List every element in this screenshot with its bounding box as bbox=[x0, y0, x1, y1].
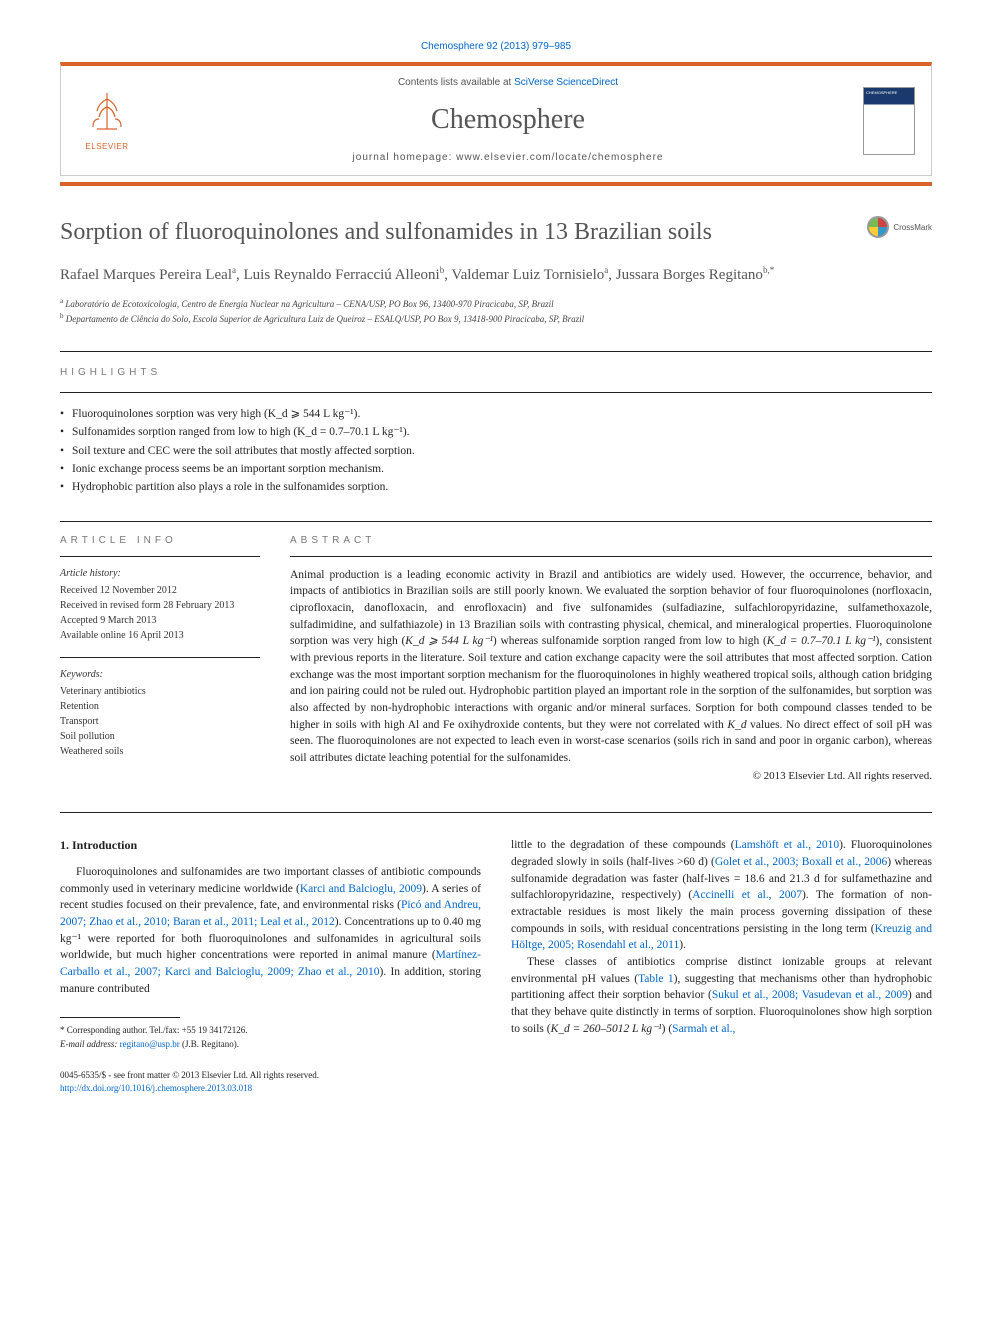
history-heading: Article history: bbox=[60, 567, 260, 581]
body-paragraph: little to the degradation of these compo… bbox=[511, 837, 932, 954]
highlight-item: Sulfonamides sorption ranged from low to… bbox=[60, 423, 932, 441]
kd-value: K_d bbox=[727, 719, 746, 731]
abstract-copyright: © 2013 Elsevier Ltd. All rights reserved… bbox=[290, 769, 932, 784]
email-link[interactable]: regitano@usp.br bbox=[120, 1039, 180, 1049]
citation-header: Chemosphere 92 (2013) 979–985 bbox=[60, 40, 932, 54]
keyword: Weathered soils bbox=[60, 744, 260, 759]
crossmark-label: CrossMark bbox=[893, 222, 932, 233]
homepage-url[interactable]: www.elsevier.com/locate/chemosphere bbox=[456, 152, 663, 163]
crossmark-badge[interactable]: CrossMark bbox=[867, 216, 932, 238]
body-span: ). bbox=[679, 939, 686, 951]
citation-link[interactable]: Sukul et al., 2008; Vasudevan et al., 20… bbox=[712, 989, 908, 1001]
body-span: ) ( bbox=[662, 1023, 673, 1035]
citation-link[interactable]: Karci and Balcioglu, 2009 bbox=[300, 883, 422, 895]
publisher-logo: ELSEVIER bbox=[77, 89, 137, 151]
citation-link[interactable]: Lamshöft et al., 2010 bbox=[735, 839, 840, 851]
contents-text: Contents lists available at bbox=[398, 77, 514, 88]
intro-heading: 1. Introduction bbox=[60, 837, 481, 854]
publisher-name: ELSEVIER bbox=[77, 141, 137, 152]
author-sup-corresponding: b,* bbox=[763, 265, 774, 275]
homepage-label: journal homepage: bbox=[353, 152, 457, 163]
page-footer: 0045-6535/$ - see front matter © 2013 El… bbox=[60, 1069, 932, 1094]
highlight-item: Fluoroquinolones sorption was very high … bbox=[60, 405, 932, 423]
body-span: little to the degradation of these compo… bbox=[511, 839, 735, 851]
rule bbox=[60, 392, 932, 393]
journal-cover-thumb: CHEMOSPHERE bbox=[863, 87, 915, 155]
sciencedirect-link[interactable]: SciVerse ScienceDirect bbox=[514, 77, 618, 88]
body-paragraph: These classes of antibiotics comprise di… bbox=[511, 954, 932, 1037]
body-columns: 1. Introduction Fluoroquinolones and sul… bbox=[60, 837, 932, 1051]
crossmark-icon bbox=[867, 216, 889, 238]
keyword: Retention bbox=[60, 699, 260, 714]
elsevier-tree-icon bbox=[85, 89, 129, 133]
email-line: E-mail address: regitano@usp.br (J.B. Re… bbox=[60, 1038, 481, 1052]
affiliations: a Laboratório de Ecotoxicologia, Centro … bbox=[60, 296, 932, 327]
highlights-block: Fluoroquinolones sorption was very high … bbox=[60, 405, 932, 497]
history-item: Received 12 November 2012 bbox=[60, 583, 260, 598]
rule bbox=[60, 521, 932, 522]
author-3: , Valdemar Luiz Tornisielo bbox=[444, 267, 604, 283]
footnote-rule bbox=[60, 1017, 180, 1018]
homepage-line: journal homepage: www.elsevier.com/locat… bbox=[153, 151, 863, 165]
rule bbox=[290, 556, 932, 557]
journal-header-box: ELSEVIER Contents lists available at Sci… bbox=[60, 62, 932, 176]
keywords-heading: Keywords: bbox=[60, 668, 260, 682]
rule bbox=[60, 556, 260, 557]
article-info-label: ARTICLE INFO bbox=[60, 534, 260, 548]
highlight-item: Hydrophobic partition also plays a role … bbox=[60, 478, 932, 496]
abstract-span: ) whereas sulfonamide sorption ranged fr… bbox=[493, 635, 767, 647]
author-4: , Jussara Borges Regitano bbox=[608, 267, 763, 283]
keyword: Transport bbox=[60, 714, 260, 729]
journal-name: Chemosphere bbox=[153, 100, 863, 139]
article-title: Sorption of fluoroquinolones and sulfona… bbox=[60, 216, 867, 250]
highlight-item: Soil texture and CEC were the soil attri… bbox=[60, 442, 932, 460]
intro-paragraph: Fluoroquinolones and sulfonamides are tw… bbox=[60, 864, 481, 997]
kd-value: K_d = 260–5012 L kg⁻¹ bbox=[551, 1023, 662, 1035]
aff-label: a bbox=[60, 297, 63, 305]
header-accent-bar bbox=[60, 182, 932, 186]
rule bbox=[60, 657, 260, 658]
keyword: Soil pollution bbox=[60, 729, 260, 744]
section-divider bbox=[60, 812, 932, 813]
corresponding-author-note: * Corresponding author. Tel./fax: +55 19… bbox=[60, 1024, 481, 1038]
affiliation-2: Departamento de Ciência do Solo, Escola … bbox=[66, 314, 584, 324]
highlights-label: HIGHLIGHTS bbox=[60, 366, 932, 380]
author-2: , Luis Reynaldo Ferracciú Alleoni bbox=[236, 267, 440, 283]
keyword: Veterinary antibiotics bbox=[60, 684, 260, 699]
rule bbox=[60, 351, 932, 352]
history-item: Accepted 9 March 2013 bbox=[60, 613, 260, 628]
affiliation-1: Laboratório de Ecotoxicologia, Centro de… bbox=[65, 299, 553, 309]
aff-label: b bbox=[60, 312, 64, 320]
kd-value: K_d ⩾ 544 L kg⁻¹ bbox=[405, 635, 493, 647]
email-name: (J.B. Regitano). bbox=[180, 1039, 239, 1049]
contents-line: Contents lists available at SciVerse Sci… bbox=[153, 76, 863, 90]
history-item: Available online 16 April 2013 bbox=[60, 628, 260, 643]
abstract-label: ABSTRACT bbox=[290, 534, 932, 548]
abstract-span: ), consistent with previous reports in t… bbox=[290, 635, 932, 730]
history-item: Received in revised form 28 February 201… bbox=[60, 598, 260, 613]
abstract-text: Animal production is a leading economic … bbox=[290, 567, 932, 767]
highlight-item: Ionic exchange process seems be an impor… bbox=[60, 460, 932, 478]
citation-link[interactable]: Sarmah et al., bbox=[672, 1023, 735, 1035]
citation-link[interactable]: Accinelli et al., 2007 bbox=[692, 889, 802, 901]
authors-list: Rafael Marques Pereira Leala, Luis Reyna… bbox=[60, 264, 932, 286]
table-link[interactable]: Table 1 bbox=[638, 973, 674, 985]
email-label: E-mail address: bbox=[60, 1039, 120, 1049]
kd-value: K_d = 0.7–70.1 L kg⁻¹ bbox=[767, 635, 876, 647]
author-1: Rafael Marques Pereira Leal bbox=[60, 267, 232, 283]
footer-copyright: 0045-6535/$ - see front matter © 2013 El… bbox=[60, 1069, 319, 1082]
citation-link[interactable]: Golet et al., 2003; Boxall et al., 2006 bbox=[715, 856, 887, 868]
doi-link[interactable]: http://dx.doi.org/10.1016/j.chemosphere.… bbox=[60, 1082, 319, 1095]
